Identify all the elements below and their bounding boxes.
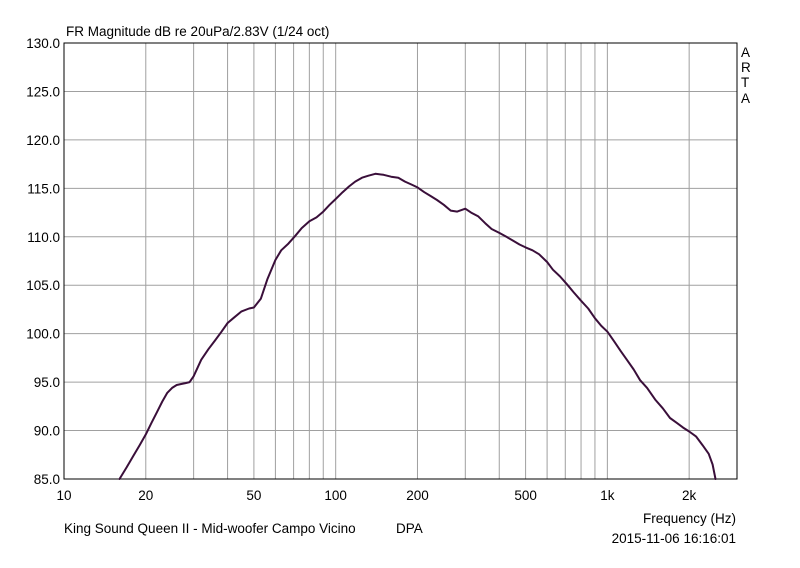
chart-title: FR Magnitude dB re 20uPa/2.83V (1/24 oct… <box>66 24 329 39</box>
x-tick-labels: 10 20 50 100 200 500 1k 2k <box>56 488 696 503</box>
frequency-response-line <box>118 172 717 480</box>
x-tick-label: 10 <box>56 488 71 503</box>
measurement-mode: DPA <box>396 521 423 536</box>
y-tick-label: 85.0 <box>34 472 60 487</box>
y-tick-label: 90.0 <box>34 424 60 439</box>
y-tick-label: 110.0 <box>27 230 60 245</box>
arta-letter-t: T <box>741 75 749 90</box>
grid <box>64 43 737 479</box>
x-tick-label: 2k <box>682 488 697 503</box>
timestamp: 2015-11-06 16:16:01 <box>612 531 736 546</box>
y-tick-label: 115.0 <box>27 181 60 196</box>
x-tick-label: 50 <box>246 488 261 503</box>
y-tick-label: 120.0 <box>26 133 60 148</box>
y-tick-label: 95.0 <box>34 375 60 390</box>
arta-letter-a2: A <box>741 91 750 106</box>
plot-frame <box>63 42 738 480</box>
y-tick-label: 100.0 <box>26 327 60 342</box>
x-tick-label: 20 <box>138 488 153 503</box>
x-tick-label: 100 <box>324 488 347 503</box>
y-tick-labels: 85.0 90.0 95.0 100.0 105.0 110.0 115.0 120.0 125… <box>26 36 60 487</box>
x-tick-label: 200 <box>406 488 429 503</box>
y-tick-label: 105.0 <box>26 278 60 293</box>
x-axis-label: Frequency (Hz) <box>643 511 736 526</box>
arta-letter-r: R <box>741 60 751 75</box>
y-tick-label: 125.0 <box>26 84 60 99</box>
y-tick-label: 130.0 <box>26 36 60 51</box>
x-tick-label: 1k <box>600 488 615 503</box>
arta-letter-a1: A <box>741 45 750 60</box>
device-name: King Sound Queen II - Mid-woofer Campo V… <box>64 521 356 536</box>
x-tick-label: 500 <box>514 488 537 503</box>
